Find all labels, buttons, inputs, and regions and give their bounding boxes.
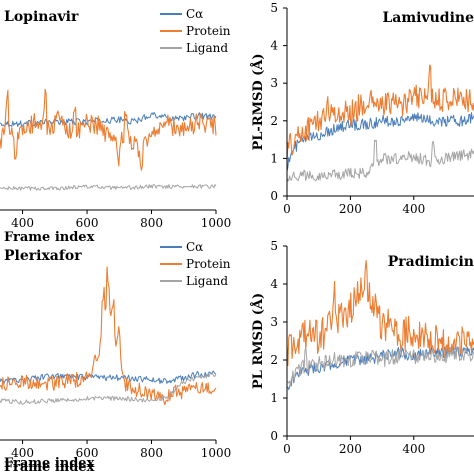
chart-legend (160, 13, 182, 49)
y-tick-label: 3 (270, 315, 278, 329)
chart-title: Plerixafor (4, 248, 82, 264)
chart-legend (160, 246, 182, 282)
series-line-2-3 (286, 139, 474, 183)
y-tick-label: 4 (270, 39, 278, 53)
x-tick-label: 400 (11, 446, 34, 460)
x-axis-label: Frame index (4, 456, 95, 471)
x-tick-label: 600 (76, 216, 99, 230)
chart-panel-2 (283, 7, 474, 200)
x-tick-label: 600 (76, 446, 99, 460)
x-tick-label: 200 (339, 442, 362, 456)
x-axis-label: Frame index (4, 230, 95, 245)
series-line-1-1 (0, 112, 217, 128)
series-line-2-2 (286, 64, 474, 164)
y-tick-label: 4 (270, 277, 278, 291)
x-tick-label: 1000 (201, 216, 232, 230)
legend-label: Protein (186, 24, 231, 38)
chart-title: Pradimicin (388, 254, 474, 270)
series-line-3-2 (0, 266, 217, 406)
y-axis-label: PL-RMSD (Å) (250, 53, 266, 150)
legend-label: Cα (186, 240, 203, 254)
y-tick-label: 2 (270, 114, 278, 128)
series-line-1-3 (0, 184, 217, 191)
chart-panel-1 (0, 13, 217, 214)
y-tick-label: 5 (270, 1, 278, 15)
x-tick-label: 400 (402, 202, 425, 216)
y-tick-label: 5 (270, 239, 278, 253)
series-line-2-1 (286, 112, 474, 172)
y-tick-label: 2 (270, 353, 278, 367)
x-tick-label: 200 (339, 202, 362, 216)
series-line-4-1 (286, 346, 474, 390)
x-tick-label: 400 (11, 216, 34, 230)
y-tick-label: 0 (270, 429, 278, 443)
legend-label: Protein (186, 257, 231, 271)
series-line-1-2 (0, 88, 217, 171)
chart-title: Lamivudine (382, 10, 474, 26)
x-tick-label: 400 (402, 442, 425, 456)
x-axis-label: Frame index (4, 460, 95, 474)
x-tick-label: 1000 (201, 446, 232, 460)
chart-panel-3 (0, 246, 217, 444)
x-tick-label: 800 (140, 446, 163, 460)
x-tick-label: 0 (283, 202, 291, 216)
series-line-3-3 (0, 372, 217, 405)
y-axis-label: PL RMSD (Å) (250, 293, 266, 389)
series-line-3-1 (0, 370, 217, 384)
legend-label: Cα (186, 7, 203, 21)
legend-label: Ligand (186, 274, 228, 288)
series-line-4-3 (286, 346, 474, 387)
y-tick-label: 3 (270, 76, 278, 90)
x-tick-label: 800 (140, 216, 163, 230)
x-tick-label: 0 (283, 442, 291, 456)
legend-label: Ligand (186, 41, 228, 55)
series-line-4-2 (286, 259, 474, 367)
chart-title: Lopinavir (4, 9, 79, 25)
y-tick-label: 1 (270, 151, 278, 165)
y-tick-label: 1 (270, 391, 278, 405)
chart-panel-4 (283, 245, 474, 440)
y-tick-label: 0 (270, 189, 278, 203)
